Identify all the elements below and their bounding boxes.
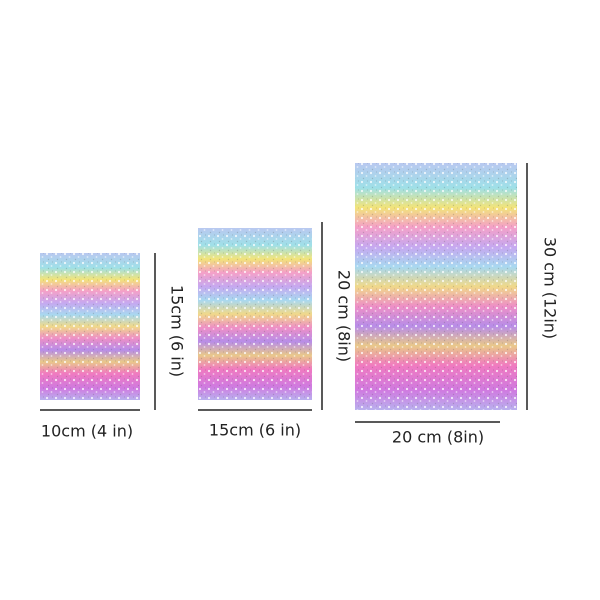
height-label: 15cm (6 in): [168, 285, 187, 377]
sheet-large: 20 cm (8in) 30 cm (12in): [355, 163, 560, 447]
sheet-medium: 15cm (6 in) 20 cm (8in): [198, 222, 354, 440]
height-label: 20 cm (8in): [335, 270, 354, 362]
width-label: 10cm (4 in): [41, 422, 133, 441]
height-label: 30 cm (12in): [541, 237, 560, 339]
width-label: 15cm (6 in): [209, 421, 301, 440]
sheet-small: 10cm (4 in) 15cm (6 in): [40, 253, 187, 441]
width-label: 20 cm (8in): [392, 428, 484, 447]
